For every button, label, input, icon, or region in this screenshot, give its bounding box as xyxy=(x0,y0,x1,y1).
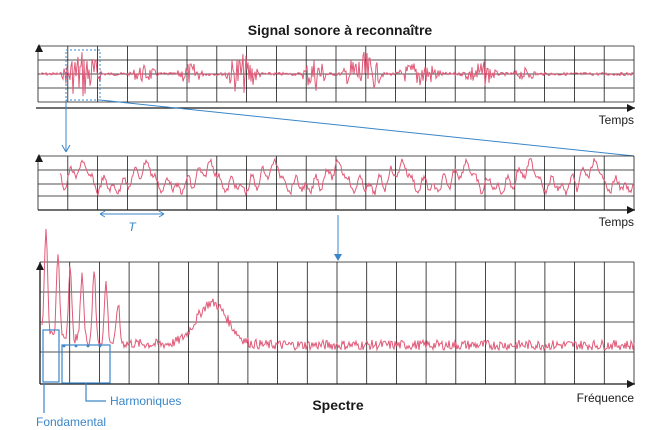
zoom-connector-right xyxy=(99,99,635,157)
grid-lines xyxy=(37,155,635,210)
spectrum-frequency-label: Fréquence xyxy=(577,391,635,405)
spectrum-amplitude-arrow xyxy=(36,262,44,270)
signal-panel: Temps xyxy=(35,44,635,127)
zoom-waveform xyxy=(59,156,635,197)
harmonics-leader xyxy=(85,383,106,402)
harmonic-markers xyxy=(62,344,102,348)
spectrum-title: Spectre xyxy=(312,397,364,413)
grid-lines xyxy=(39,261,635,384)
spectrum-grid xyxy=(39,261,635,384)
zoom-selection-box xyxy=(65,49,101,101)
harmonic-marker xyxy=(62,344,66,348)
zoom-time-label: Temps xyxy=(599,215,634,229)
harmonics-box xyxy=(61,344,111,384)
zoom-grid xyxy=(37,155,635,210)
signal-time-label: Temps xyxy=(599,113,634,127)
fundamental-label: Fondamental xyxy=(36,415,106,429)
zoom-connector-left-arrow xyxy=(61,144,71,153)
fundamental-box xyxy=(42,329,60,383)
signal-waveform xyxy=(39,51,635,97)
harmonics-label: Harmoniques xyxy=(110,394,181,408)
zoom-amplitude-arrow xyxy=(35,154,43,162)
spectrum-frequency-arrow xyxy=(627,380,635,388)
period-label: T xyxy=(128,220,137,234)
figure-title: Signal sonore à reconnaître xyxy=(248,22,433,38)
period-arrow xyxy=(99,210,165,218)
signal-time-arrow xyxy=(627,104,635,112)
spectrum-panel: Harmoniques Fondamental Spectre Fréquenc… xyxy=(36,228,635,429)
signal-amplitude-arrow xyxy=(35,44,43,52)
harmonic-marker xyxy=(98,344,102,348)
spectrum-curve xyxy=(41,228,635,352)
zoom-panel: T Temps xyxy=(35,154,635,234)
harmonic-marker xyxy=(86,344,90,348)
harmonic-marker xyxy=(74,344,78,348)
spectrum-connector-arrow xyxy=(334,254,342,261)
zoom-time-arrow xyxy=(627,206,635,214)
